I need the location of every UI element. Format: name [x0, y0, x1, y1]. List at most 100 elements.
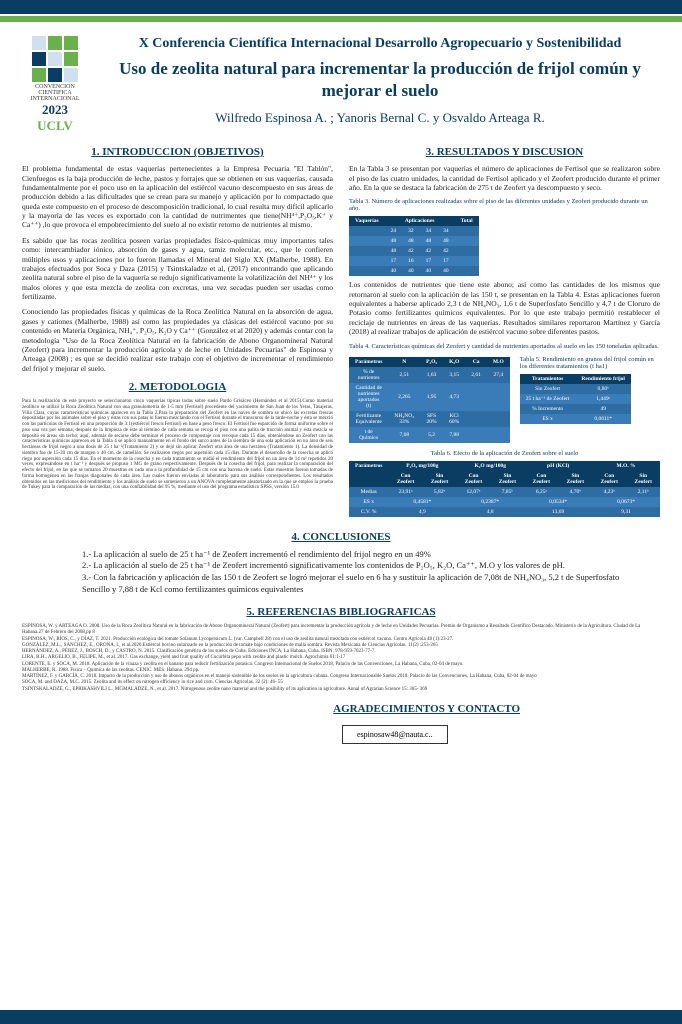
t6-h: K₂O mg/100g [456, 461, 524, 471]
conclusion-2: 2.- La aplicación al suelo de 25 t ha⁻¹ … [82, 560, 620, 572]
t3-c [455, 266, 479, 276]
t3-h: Vaquerías [349, 216, 385, 226]
t3-c [455, 236, 479, 246]
t6-c: ES x [349, 497, 388, 507]
t5-c: 0,80ᵇ [575, 384, 631, 394]
t3-c: 24 [385, 226, 403, 236]
t3-c: 34 [437, 226, 455, 236]
t5-c: Tratamientos [520, 374, 576, 384]
t3-c: 17 [420, 256, 438, 266]
header-text: X Conferencia Científica Internacional D… [100, 36, 660, 126]
t3-c: 40 [420, 266, 438, 276]
t4-c [487, 383, 510, 411]
t4-c: 1,63 [420, 367, 443, 383]
t6-sh: Con Zeofert [592, 471, 626, 487]
logo-sq [48, 68, 62, 82]
t4-c: 4,73 [443, 383, 465, 411]
logo-sq [32, 36, 46, 50]
t3-c [349, 236, 385, 246]
t3-c: 48 [420, 236, 438, 246]
t6-c: C.V. % [349, 507, 388, 517]
tabla5-caption: Tabla 5. Rendimiento en granos del frijo… [520, 356, 660, 370]
t4-c: 2,61 [465, 367, 487, 383]
t4-c: Fertilizante Equivalente [349, 411, 388, 427]
t4-c: SFS 20% [420, 411, 443, 427]
logo-sq [32, 68, 46, 82]
t4-c: P₂O₅ [420, 357, 443, 367]
tabla3-caption: Tabla 3. Número de aplicaciones realizad… [349, 198, 660, 212]
t6-c: 0,0673* [592, 497, 660, 507]
t4-c: KCl 60% [443, 411, 465, 427]
resultados-title: 3. RESULTADOS Y DISCUSION [349, 146, 660, 158]
right-column: 3. RESULTADOS Y DISCUSION En la Tabla 3 … [349, 138, 660, 520]
t4-c: 7,88 [443, 427, 465, 443]
conclusiones-section: 4. CONCLUSIONES 1.- La aplicación al sue… [22, 531, 660, 597]
t4-c: 3,15 [443, 367, 465, 383]
t6-h: Parámetros [349, 461, 388, 471]
t5-c: Sin Zeofert [520, 384, 576, 394]
t4-c: Parámetros [349, 357, 388, 367]
t3-c [349, 266, 385, 276]
t6-c: 0,0534* [524, 497, 592, 507]
t3-c: 42 [402, 246, 420, 256]
t5-c: Rendimiento frijol [575, 374, 631, 384]
logo-sq [48, 52, 62, 66]
t4-c: Cantidad de nutrientes aportados (t) [349, 383, 388, 411]
t6-c: 6,25ᵃ [524, 487, 558, 497]
table-5-block: Tabla 5. Rendimiento en granos del frijo… [520, 353, 660, 428]
intro-p1: El problema fundamental de estas vaquerí… [22, 164, 333, 230]
t4-c: t de Químico [349, 427, 388, 443]
t5-c: 0,0611* [575, 414, 631, 424]
bottom-bar [0, 1010, 682, 1024]
t4-c: % de nutrientes [349, 367, 388, 383]
t5-c: 1,449ᵃ [575, 394, 631, 404]
t6-h: P₂O₅ mg/100g [388, 461, 456, 471]
conclusion-3: 3.- Con la fabricación y aplicación de l… [82, 572, 620, 596]
t6-c: 4,8 [456, 507, 524, 517]
t3-c: 48 [385, 246, 403, 256]
t3-h: Aplicaciones [385, 216, 455, 226]
logo-sq [48, 36, 62, 50]
logo-sq [32, 52, 46, 66]
referencias-section: 5. REFERENCIAS BIBLIOGRAFICAS ESPINOSA, … [22, 606, 660, 693]
t3-c [349, 226, 385, 236]
table-6: ParámetrosP₂O₅ mg/100gK₂O mg/100gpH (KCl… [349, 461, 660, 517]
intro-p2: Es sabido que las rocas zeolítica poseen… [22, 236, 333, 302]
t6-sh: Con Zeofert [388, 471, 422, 487]
t4-c: M.O [487, 357, 510, 367]
t4-c: 2,265 [388, 383, 420, 411]
t3-c [455, 246, 479, 256]
t4-c: NH₄NO₃ 33% [388, 411, 420, 427]
table-3: VaqueríasAplicacionesTotal 24323434 4848… [349, 216, 479, 276]
intro-title: 1. INTRODUCCION (OBJETIVOS) [22, 146, 333, 158]
t6-c: 2,11ᵇ [626, 487, 660, 497]
contact-section: AGRADECIMIENTOS Y CONTACTO espinosaw48@n… [22, 703, 660, 744]
green-accent-bar [0, 16, 682, 22]
t3-c: 48 [437, 236, 455, 246]
t3-c: 17 [385, 256, 403, 266]
conclusion-1: 1.- La aplicación al suelo de 25 t ha⁻¹ … [82, 549, 620, 561]
referencias-title: 5. REFERENCIAS BIBLIOGRAFICAS [22, 606, 660, 618]
t6-c: 0,2387* [456, 497, 524, 507]
t5-c: % Incremento [520, 404, 576, 414]
t5-c: 49 [575, 404, 631, 414]
t6-c: 7,85ᵇ [491, 487, 524, 497]
logo-uclv: UCLV [37, 118, 73, 134]
logo-sq [64, 68, 78, 82]
poster-container: CONVENCION CIENTIFICA INTERNACIONAL 2023… [0, 26, 682, 764]
t6-c: 12,07ᵃ [456, 487, 490, 497]
left-column: 1. INTRODUCCION (OBJETIVOS) El problema … [22, 138, 333, 520]
table-4: ParámetrosNP₂O₅K₂OCaM.O % de nutrientes2… [349, 357, 510, 443]
metodologia-text: Para la realización de este proyecto se … [22, 399, 333, 491]
t6-sh: Con Zeofert [524, 471, 558, 487]
t6-sh: Sin Zeofert [491, 471, 524, 487]
t6-sh: Con Zeofert [456, 471, 490, 487]
t4-c: 27,4 [487, 367, 510, 383]
table-5: TratamientosRendimiento frijol Sin Zeofe… [520, 374, 631, 424]
t5-c: 25 t ha⁻¹ de Zeofert [520, 394, 576, 404]
logo-sq [64, 36, 78, 50]
t4-c: 7,08 [388, 427, 420, 443]
contact-email: espinosaw48@nauta.c.. [342, 725, 448, 744]
t4-c: Ca [465, 357, 487, 367]
t3-c: 42 [420, 246, 438, 256]
